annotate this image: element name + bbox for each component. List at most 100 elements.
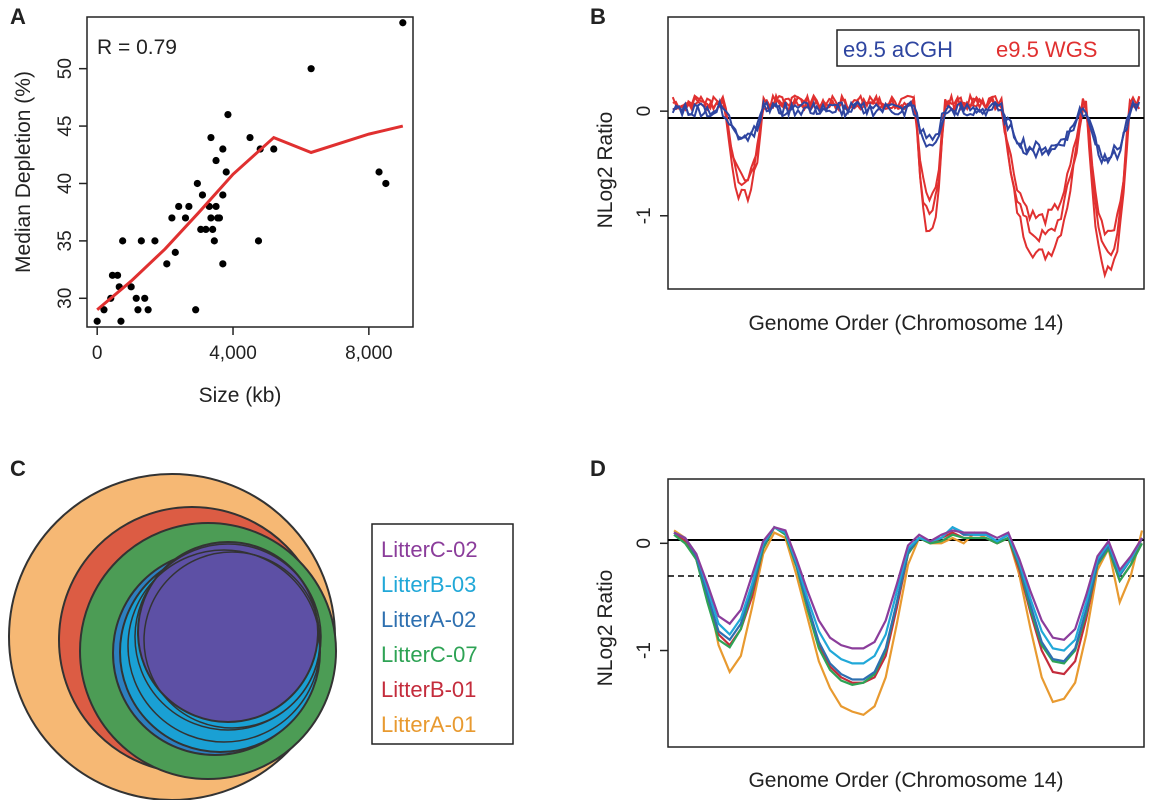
scatter-point [197,225,205,234]
scatter-point [270,145,278,153]
scatter-point [108,271,117,279]
panel-b: B 0 -1 e9.5 aCGH e9.5 WGS Genome Order (C… [590,4,1145,335]
scatter-point [175,202,183,211]
scatter-point [144,306,152,314]
nested-circles [8,473,337,800]
y-tick-label-b: -1 [634,207,655,224]
scatter-point [192,306,200,314]
scatter-point [246,133,254,142]
y-ticks-d: 0 -1 [634,538,668,659]
y-axis-label-d: NLog2 Ratio [594,570,617,687]
scatter-point [185,202,193,211]
legend-label-litterb-01: LitterB-01 [381,677,476,702]
legend-b: e9.5 aCGH e9.5 WGS [836,29,1140,67]
correlation-annotation: R = 0.79 [97,36,177,59]
y-ticks-b: 0 -1 [634,106,668,224]
scatter-point [151,237,159,245]
scatter-point [141,294,149,302]
scatter-point [134,306,142,314]
scatter-point [375,168,383,176]
y-tick-label-a: 40 [55,173,76,194]
scatter-point [307,65,315,73]
y-tick-label-d: -1 [634,642,655,659]
scatter-point [224,110,232,119]
circle-litterc-02 [137,541,319,723]
x-axis-label-d: Genome Order (Chromosome 14) [748,769,1063,792]
y-ticks-a: 30 35 40 45 50 [55,58,87,309]
legend-label-litterc-02: LitterC-02 [381,537,478,562]
scatter-point [171,248,179,256]
x-tick-label-a: 8,000 [345,343,393,364]
y-tick-label-d: 0 [634,538,655,549]
panel-c: C LitterC-02 LitterB-03 LitterA-02 Litte… [8,456,514,800]
y-tick-label-a: 45 [55,116,76,137]
scatter-point [207,133,215,142]
y-tick-label-a: 30 [55,288,76,309]
plot-frame-d [667,478,1145,748]
x-axis-label-b: Genome Order (Chromosome 14) [748,312,1063,335]
scatter-point [207,214,215,222]
scatter-point [181,214,190,222]
x-tick-label-a: 4,000 [209,343,257,364]
x-axis-label-a: Size (kb) [199,384,282,407]
scatter-point [132,294,140,302]
scatter-point [222,168,230,176]
scatter-point [137,237,145,245]
scatter-point [202,225,210,234]
series-line-littera-01 [673,529,1144,717]
series-line-b [672,98,1141,162]
series-lines-b [671,92,1141,279]
scatter-point [219,191,227,199]
y-axis-label-b: NLog2 Ratio [594,112,617,229]
scatter-point [215,214,224,222]
series-line-litterc-02 [673,525,1143,650]
panel-d: D 0 -1 Genome Order (Chromosome 14) NLog2… [590,456,1145,792]
circle-outline-3 [127,549,321,743]
series-lines-d [673,525,1144,717]
legend-label-littera-02: LitterA-02 [381,607,476,632]
legend-c: LitterC-02 LitterB-03 LitterA-02 LitterC… [371,523,514,745]
scatter-point [117,317,125,325]
scatter-point [113,271,122,279]
scatter-point [119,237,127,245]
legend-label-acgh: e9.5 aCGH [843,37,953,62]
legend-label-litterb-03: LitterB-03 [381,572,476,597]
plot-frame-b [667,16,1145,290]
scatter-point [163,260,171,268]
y-tick-label-b: 0 [634,106,655,117]
scatter-point [93,317,101,325]
legend-box-c [371,523,514,745]
panel-label-a: A [10,4,26,29]
scatter-point [210,237,218,245]
scatter-points [93,19,407,325]
panel-a: A R = 0.79 0 4,000 8,000 30 35 40 45 50 Size (… [10,4,414,407]
scatter-point [198,191,207,199]
scatter-point [219,145,227,153]
scatter-point [168,214,176,222]
scatter-point [382,179,390,188]
y-axis-label-a: Median Depletion (%) [12,71,35,273]
scatter-point [219,260,227,268]
panel-label-d: D [590,456,606,481]
scatter-point [127,283,135,291]
panel-label-c: C [10,456,26,481]
scatter-point [399,19,407,27]
series-line-b [672,92,1141,279]
legend-label-litterc-07: LitterC-07 [381,642,478,667]
scatter-point [209,225,217,234]
scatter-point [100,306,108,314]
panel-label-b: B [590,4,606,29]
plot-frame-a [86,16,414,328]
scatter-point [254,237,263,245]
circle-outline-1 [134,543,322,731]
series-line-b [671,93,1141,237]
fit-line [96,124,404,311]
scatter-point [212,202,220,211]
legend-box-b [836,29,1140,67]
legend-label-wgs: e9.5 WGS [996,37,1097,62]
legend-label-littera-01: LitterA-01 [381,712,476,737]
x-tick-label-a: 0 [92,343,103,364]
x-ticks-a: 0 4,000 8,000 [92,327,393,364]
y-tick-label-a: 50 [55,58,76,79]
